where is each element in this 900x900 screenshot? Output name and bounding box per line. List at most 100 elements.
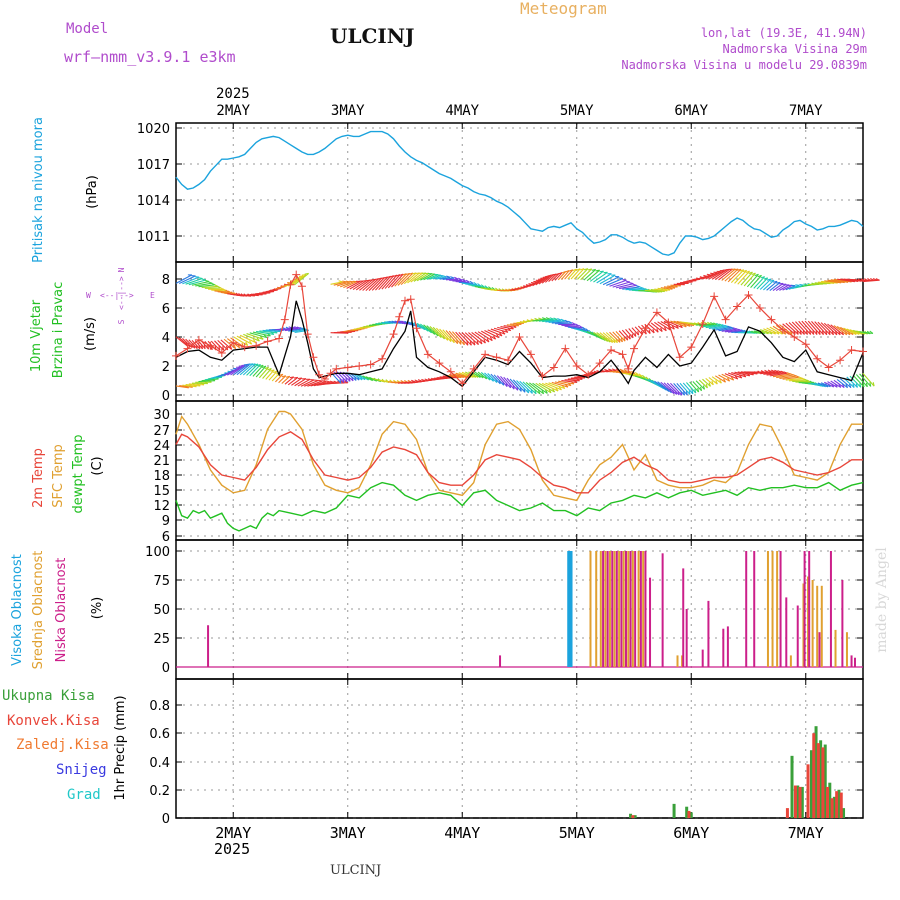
wind-arrow xyxy=(670,320,687,328)
cloud-high-bar xyxy=(567,551,571,667)
wind-arrow xyxy=(839,378,852,389)
wind-arrow-head xyxy=(479,340,483,345)
wind-arrow-head xyxy=(770,369,776,373)
wind-arrow xyxy=(529,382,544,395)
wind-arrow xyxy=(535,276,548,286)
cloud-unit: (%) xyxy=(90,597,105,620)
wind-arrow xyxy=(243,333,260,342)
wind-arrow xyxy=(763,328,776,335)
model-label: Model xyxy=(66,21,108,37)
wind-arrow xyxy=(500,376,512,389)
top-day-label: 4MAY xyxy=(445,103,479,119)
wind-arrow-head xyxy=(754,273,759,277)
wind-arrow xyxy=(782,376,800,380)
wind-speed-marker xyxy=(292,270,301,279)
wind-arrow-head xyxy=(230,291,235,295)
wind-arrow xyxy=(178,275,196,285)
tsfc-axis-label: SFC Temp xyxy=(51,444,66,508)
wind-arrow xyxy=(792,380,808,383)
wind-arrow-head xyxy=(484,285,489,289)
wind-arrow xyxy=(188,279,207,286)
wind-speed-marker xyxy=(206,341,215,350)
wind-arrow xyxy=(836,325,851,336)
precip-total-bar xyxy=(809,750,813,818)
wind-arrow xyxy=(210,340,221,351)
wind-arrow-head xyxy=(344,380,349,384)
wind-arrow xyxy=(551,381,569,388)
wind-arrow xyxy=(730,269,745,284)
wind-arrow-head xyxy=(409,272,414,275)
wind-speed-marker xyxy=(526,350,535,359)
wind-arrow xyxy=(737,371,754,376)
wind-arrow xyxy=(737,270,750,285)
precip-total-bar xyxy=(832,796,836,818)
wind-arrow xyxy=(577,268,589,280)
bottom-day-label: 7MAY xyxy=(788,824,824,842)
wind-arrow xyxy=(506,324,519,327)
wind-speed-marker xyxy=(458,379,467,388)
wind-arrow-head xyxy=(734,375,739,380)
wind-arrow xyxy=(330,281,343,285)
wind-arrow xyxy=(657,321,671,331)
wind-arrow-head xyxy=(575,323,580,327)
bottom-day-label: 3MAY xyxy=(330,824,366,842)
cloud-low-bar xyxy=(850,655,853,667)
wind-arrow-head xyxy=(635,284,640,288)
wind-arrow xyxy=(824,381,834,388)
cloud-mid-bar xyxy=(627,551,630,667)
wind-arrow-head xyxy=(723,378,726,383)
wind-arrow xyxy=(400,272,414,285)
wind-arrow xyxy=(545,319,562,323)
wind-arrow-head xyxy=(805,330,809,335)
wind-arrow-head xyxy=(565,270,570,273)
top-day-label: 7MAY xyxy=(789,103,823,119)
wind-arrow-head xyxy=(260,335,264,340)
wind-arrow-head xyxy=(611,368,617,371)
wind-arrow xyxy=(708,377,718,385)
wind-arrow xyxy=(772,325,787,335)
wind-arrow xyxy=(602,276,620,286)
wind-arrow xyxy=(355,373,366,381)
wind-arrow xyxy=(599,332,613,343)
precip-total-bar xyxy=(814,726,818,818)
wind-arrow xyxy=(442,277,455,280)
wind-arrow-head xyxy=(349,280,354,283)
wind-arrow xyxy=(436,276,447,280)
wind-arrow-head xyxy=(537,389,541,395)
wind-arrow-head xyxy=(769,279,775,282)
wind-arrow xyxy=(705,271,721,280)
wind-arrow-head xyxy=(652,328,655,334)
wind-arrow xyxy=(644,289,660,293)
wind-speed-marker xyxy=(240,343,249,352)
wind-arrow xyxy=(175,336,188,347)
precip-conv-bar xyxy=(830,798,834,818)
wind-speed-marker xyxy=(172,351,180,360)
wind-arrow xyxy=(580,268,593,281)
wind-arrow-head xyxy=(555,387,559,392)
y-tick-label: 8 xyxy=(162,273,170,288)
cloud-low-bar xyxy=(499,655,502,667)
cloud-low-bar xyxy=(661,553,664,667)
temp-unit: (C) xyxy=(90,456,105,475)
wind-arrow-head xyxy=(227,290,232,294)
wind-arrow xyxy=(698,379,708,389)
wind-arrow-head xyxy=(793,330,796,335)
wind-arrow xyxy=(278,375,287,384)
wind-arrow-head xyxy=(599,270,604,273)
y-tick-label: 4 xyxy=(162,331,170,346)
wind-arrow-head xyxy=(739,269,744,272)
wind-arrow-head xyxy=(671,325,675,330)
wind-arrow-head xyxy=(461,278,466,282)
wind-arrow xyxy=(615,330,626,342)
wind-speed-marker xyxy=(286,280,295,289)
wind-arrow xyxy=(622,372,639,376)
wind-arrow xyxy=(750,275,762,288)
wind-arrow xyxy=(294,272,309,286)
wind-arrow xyxy=(509,378,522,392)
wind-arrow xyxy=(830,324,844,336)
precip-conv-bar xyxy=(793,785,797,818)
wind-speed-marker xyxy=(320,375,329,384)
wind-arrow xyxy=(727,268,742,283)
wind-arrow-head xyxy=(446,275,451,278)
wind-arrow xyxy=(801,320,815,335)
